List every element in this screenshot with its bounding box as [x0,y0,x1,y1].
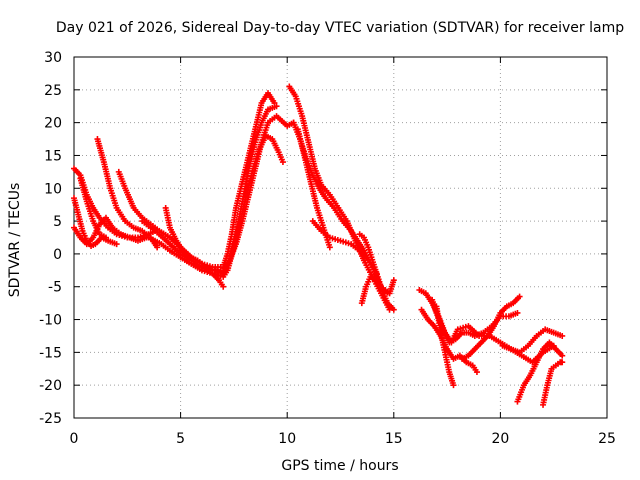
y-tick-label: -20 [39,378,62,394]
x-axis-ticks: 0 5 10 15 20 25 [70,57,616,447]
y-tick-label: -5 [48,280,62,296]
y-tick-label: 20 [44,116,62,132]
data-point [450,382,457,389]
x-tick-label: 0 [70,431,79,447]
y-tick-label: -10 [39,313,62,329]
x-tick-label: 25 [598,431,616,447]
series-sat-c [71,214,150,248]
x-axis-label: GPS time / hours [281,458,398,474]
y-tick-label: 0 [53,247,62,263]
data-point [559,352,566,359]
data-point [326,244,333,251]
plot-frame [73,56,608,419]
y-tick-label: 30 [44,50,62,66]
data-point [102,234,109,241]
series-sat-t [433,303,457,389]
series-sat-i [162,103,280,277]
data-point [390,306,397,313]
series-sat-u [459,293,523,362]
data-marks [71,83,566,408]
data-point [514,309,521,316]
data-point [113,241,120,248]
series-sat-x [540,359,566,408]
y-axis-label: SDTVAR / TECUs [7,183,23,298]
data-point [390,277,397,284]
data-point [559,332,566,339]
series-sat-f [115,90,278,271]
x-tick-label: 15 [385,431,403,447]
data-point [273,103,280,110]
data-point [154,244,161,251]
y-tick-label: 25 [44,83,62,99]
y-tick-label: 10 [44,181,62,197]
y-tick-label: -15 [39,345,62,361]
y-tick-label: 5 [53,214,62,230]
data-point [516,293,523,300]
grid-lines [74,57,607,418]
series-sat-j [177,254,227,290]
x-tick-label: 10 [278,431,296,447]
series-sat-p [358,273,397,307]
y-tick-label: 15 [44,148,62,164]
series-sat-e [94,136,161,251]
data-point [220,283,227,290]
x-tick-label: 20 [491,431,509,447]
data-point [559,359,566,366]
data-point [279,159,286,166]
y-tick-label: -25 [39,411,62,427]
chart-title: Day 021 of 2026, Sidereal Day-to-day VTE… [56,20,624,36]
data-point [473,369,480,376]
y-axis-ticks: -25 -20 -15 -10 -5 0 5 10 15 20 25 30 [39,50,607,427]
series-sat-w [514,339,566,405]
series-sat-v [499,326,566,356]
series-sat-d [77,175,109,241]
x-tick-label: 5 [176,431,185,447]
